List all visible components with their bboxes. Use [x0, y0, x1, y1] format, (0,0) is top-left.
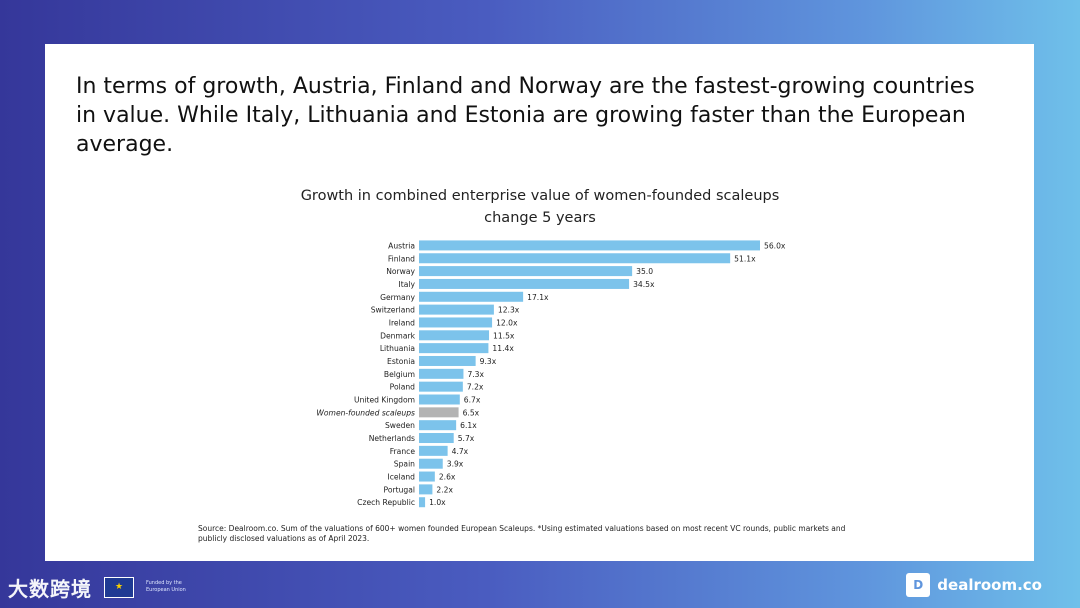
data-label: 3.9x: [447, 460, 464, 469]
bar: [419, 458, 443, 469]
category-label: Estonia: [387, 357, 415, 366]
data-label: 7.3x: [467, 370, 484, 379]
category-label: Poland: [390, 383, 416, 392]
bar: [419, 368, 464, 379]
data-label: 7.2x: [467, 383, 484, 392]
category-label: Spain: [394, 460, 415, 469]
bar: [419, 381, 463, 392]
category-label: Germany: [380, 293, 415, 302]
bar: [419, 278, 630, 289]
data-label: 9.3x: [480, 357, 497, 366]
data-label: 35.0: [636, 267, 653, 276]
category-label: Sweden: [385, 421, 415, 430]
bar: [419, 240, 760, 251]
category-label: Denmark: [380, 331, 416, 340]
category-label: Ireland: [389, 318, 415, 327]
category-label: France: [390, 447, 416, 456]
eu-funding-text: Funded by the European Union: [146, 580, 186, 593]
chart-subtitle: change 5 years: [484, 210, 596, 226]
bar: [419, 433, 454, 444]
category-label: Italy: [399, 280, 416, 289]
dealroom-logo-icon: D: [906, 573, 931, 597]
bar: [419, 497, 426, 508]
category-label: Lithuania: [380, 344, 415, 353]
brand-watermark: 大数跨境: [8, 576, 92, 601]
bar: [419, 420, 457, 431]
bar-chart: Austria 56.0x Finland 51.1x Norway 35.0 Italy 3…: [316, 240, 786, 508]
category-label: United Kingdom: [354, 396, 415, 405]
data-label: 12.0x: [496, 318, 518, 327]
data-label: 56.0x: [764, 241, 786, 250]
bar: [419, 445, 448, 456]
slide-card: In terms of growth, Austria, Finland and…: [45, 44, 1034, 561]
category-label: Women-founded scaleups: [316, 408, 415, 417]
bar: [419, 291, 524, 302]
category-label: Czech Republic: [357, 498, 415, 507]
data-label: 51.1x: [734, 254, 756, 263]
footer-left: 大数跨境 ★ Funded by the European Union: [8, 572, 196, 602]
data-label: 17.1x: [527, 293, 549, 302]
data-label: 4.7x: [452, 447, 469, 456]
bar: [419, 394, 460, 405]
dealroom-logo-text: dealroom.co: [937, 576, 1042, 594]
category-label: Portugal: [384, 485, 415, 494]
category-label: Iceland: [388, 473, 416, 482]
dealroom-logo: D dealroom.co: [906, 573, 1042, 597]
data-label: 1.0x: [429, 498, 446, 507]
category-label: Netherlands: [369, 434, 415, 443]
data-label: 11.5x: [493, 331, 515, 340]
category-label: Belgium: [384, 370, 415, 379]
chart-title-block: Growth in combined enterprise value of w…: [45, 185, 1035, 229]
bar: [419, 343, 489, 354]
bar: [419, 266, 633, 277]
category-label: Norway: [386, 267, 415, 276]
data-label: 5.7x: [458, 434, 475, 443]
data-label: 6.1x: [460, 421, 477, 430]
bar: [419, 471, 435, 482]
source-note: Source: Dealroom.co. Sum of the valuatio…: [198, 524, 846, 543]
data-label: 6.7x: [464, 396, 481, 405]
headline: In terms of growth, Austria, Finland and…: [76, 74, 975, 157]
bar: [419, 253, 731, 264]
data-label: 2.6x: [439, 473, 456, 482]
chart-title: Growth in combined enterprise value of w…: [300, 188, 780, 204]
bar-highlight: [419, 407, 459, 418]
category-label: Austria: [388, 241, 415, 250]
data-label: 6.5x: [463, 408, 480, 417]
bar: [419, 484, 433, 495]
data-label: 11.4x: [492, 344, 514, 353]
category-label: Switzerland: [371, 306, 415, 315]
data-label: 2.2x: [436, 485, 453, 494]
bar: [419, 317, 493, 328]
data-label: 34.5x: [633, 280, 655, 289]
category-label: Finland: [388, 254, 415, 263]
bar: [419, 304, 494, 315]
bar: [419, 355, 476, 366]
bar: [419, 330, 490, 341]
data-label: 12.3x: [498, 306, 520, 315]
eu-flag-icon: ★: [104, 576, 134, 598]
